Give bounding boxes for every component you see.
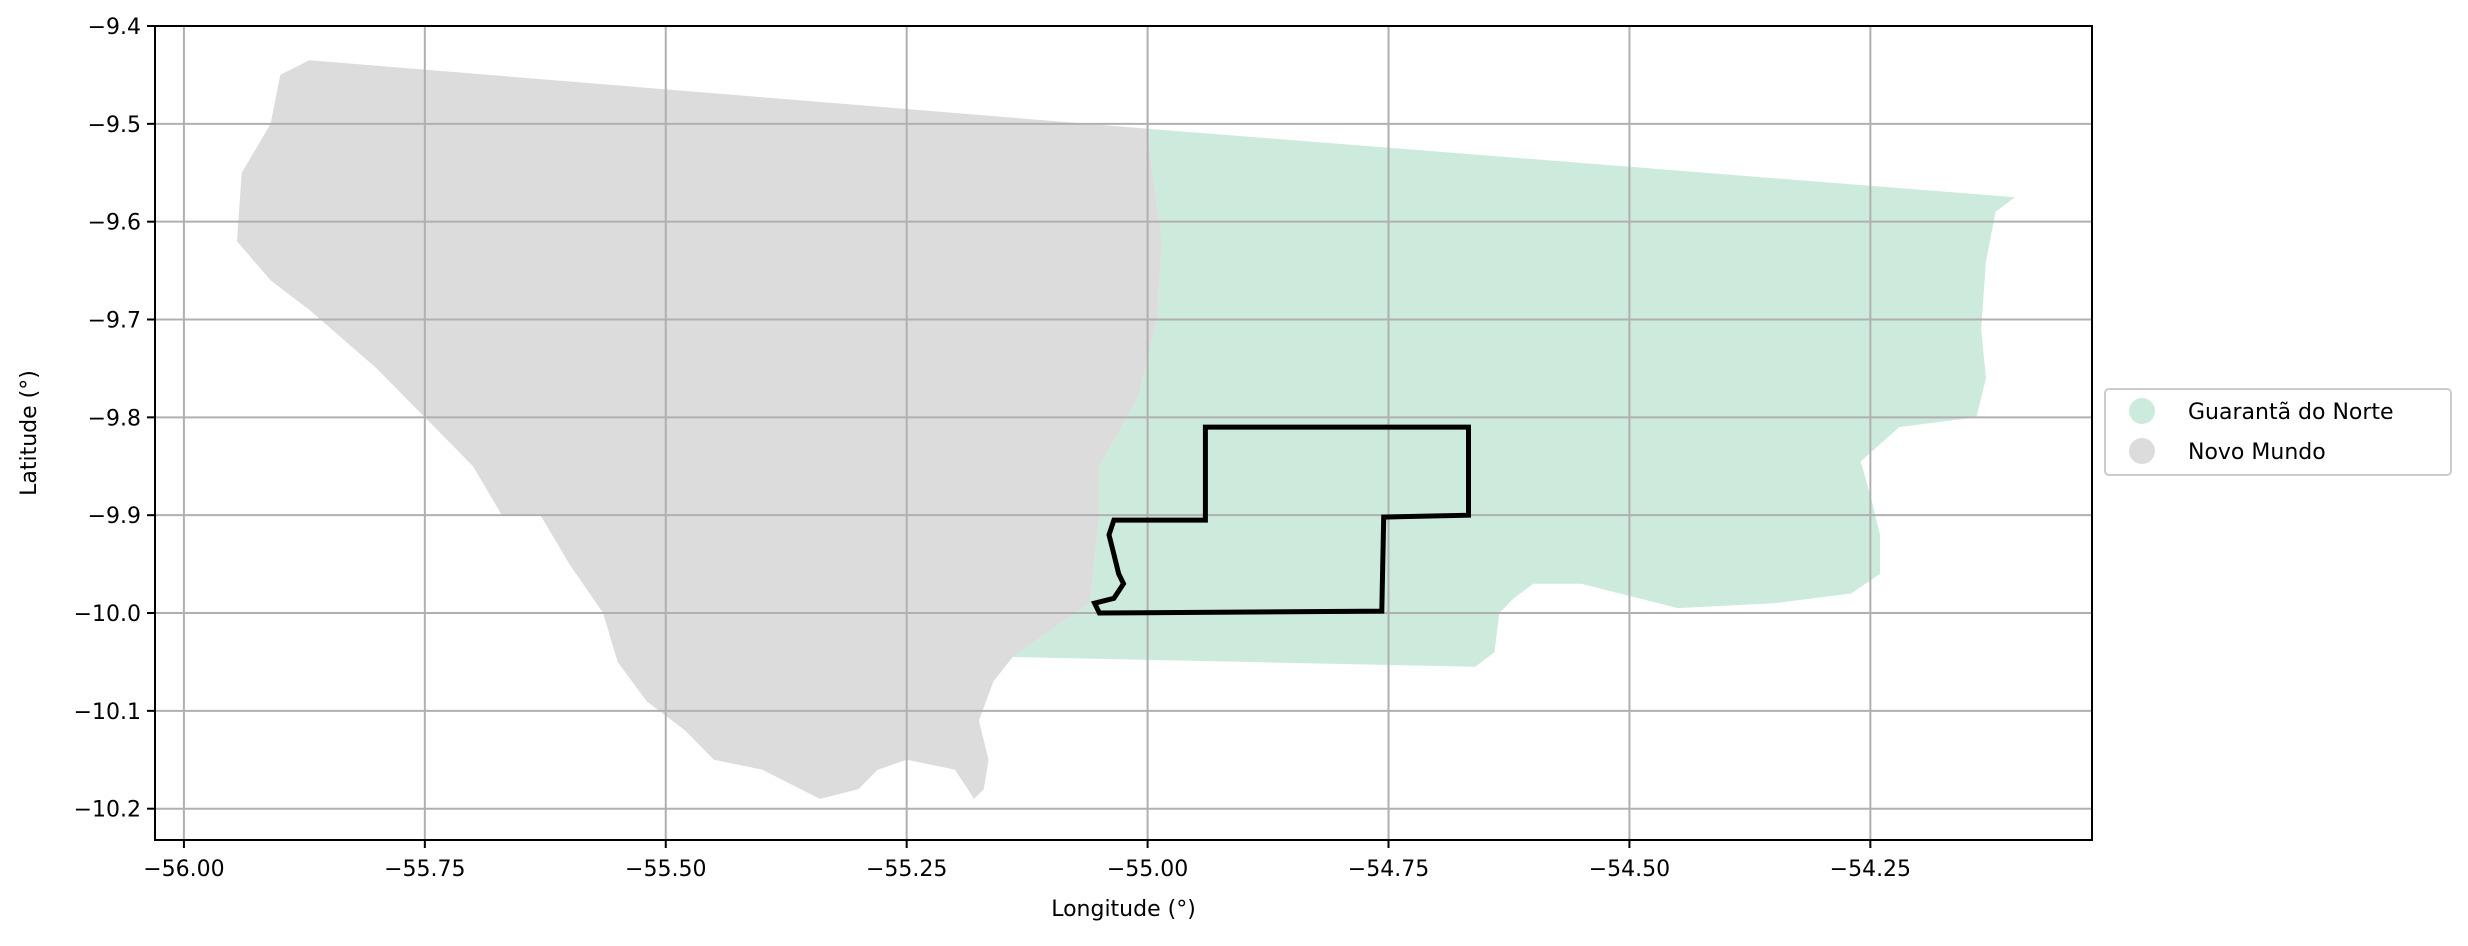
legend-marker <box>2129 398 2155 424</box>
regions-layer <box>236 60 2015 799</box>
x-axis-label: Longitude (°) <box>1051 897 1196 922</box>
axes-frame <box>154 25 2093 841</box>
x-tick-label: −55.50 <box>625 857 706 882</box>
y-tick-label: −9.6 <box>88 211 141 236</box>
y-axis-label: Latitude (°) <box>17 370 42 496</box>
y-tick-label: −9.8 <box>88 406 141 431</box>
x-tick-label: −54.25 <box>1830 857 1911 882</box>
legend-label: Novo Mundo <box>2188 440 2326 465</box>
x-tick-label: −54.50 <box>1589 857 1670 882</box>
y-tick-label: −10.0 <box>74 602 141 627</box>
boundary-layer <box>1091 424 1471 616</box>
x-tick-label: −54.75 <box>1348 857 1429 882</box>
y-tick-label: −10.2 <box>74 798 141 823</box>
y-tick-label: −9.4 <box>88 15 141 40</box>
x-tick-label: −56.00 <box>143 857 224 882</box>
x-tick-label: −55.25 <box>866 857 947 882</box>
legend: Guarantã do Norte Novo Mundo <box>2104 388 2452 476</box>
highlight-boundary <box>1091 424 1471 616</box>
x-tick-label: −55.00 <box>1107 857 1188 882</box>
region-novo-mundo <box>236 60 1162 799</box>
y-tick-label: −10.1 <box>74 700 141 725</box>
y-tick-label: −9.5 <box>88 113 141 138</box>
x-tick-label: −55.75 <box>384 857 465 882</box>
region-guarant-do-norte <box>1012 128 2015 667</box>
legend-label: Guarantã do Norte <box>2188 400 2394 425</box>
grid-layer <box>155 25 2092 840</box>
y-tick-label: −9.7 <box>88 309 141 334</box>
legend-frame <box>2104 388 2452 476</box>
legend-marker <box>2129 438 2155 464</box>
ticks-layer: −56.00 −55.75 −55.50 −55.25 −55.00 −54.75 −54.… <box>74 15 1911 882</box>
y-tick-label: −9.9 <box>88 504 141 529</box>
